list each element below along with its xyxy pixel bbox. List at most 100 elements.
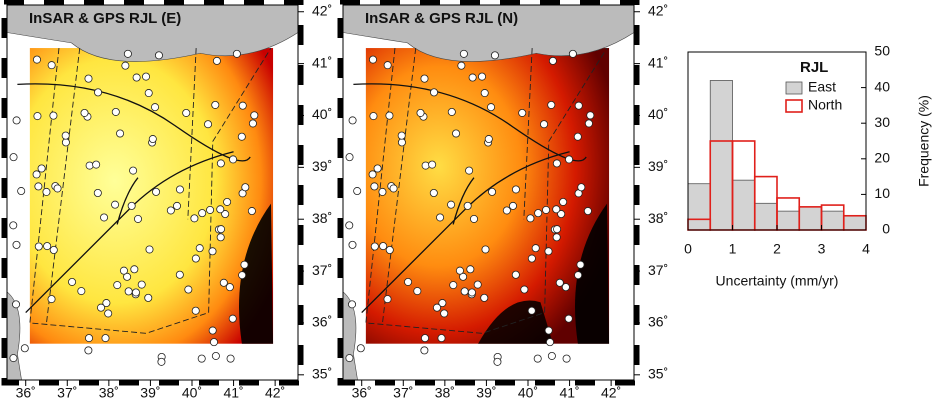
gps-station [574, 101, 583, 110]
y-tick-label: 40˚ [648, 106, 668, 122]
gps-station [221, 210, 230, 219]
gps-station [166, 206, 175, 215]
gps-station [345, 153, 354, 162]
y-tick-label: 40 [874, 78, 890, 94]
gps-station [449, 281, 458, 290]
x-tick-label: 41˚ [223, 385, 243, 401]
gps-station [540, 120, 549, 129]
gps-station [80, 108, 89, 117]
gps-station [154, 51, 163, 60]
gps-station [123, 49, 132, 58]
gps-station [531, 244, 540, 253]
y-tick-label: 42˚ [648, 2, 668, 18]
gps-station [481, 245, 490, 254]
gps-station [389, 184, 398, 193]
gps-station [428, 160, 437, 169]
gps-station [544, 326, 553, 335]
histogram-bar [754, 202, 778, 231]
y-axis-label: Frequency (%) [916, 95, 932, 187]
heat-field [365, 48, 610, 344]
gps-station [465, 166, 474, 175]
gps-station [34, 182, 43, 191]
gps-station [9, 221, 18, 230]
gps-station [130, 265, 139, 274]
y-tick-label: 40˚ [312, 106, 332, 122]
gps-station [96, 303, 105, 312]
histogram-bar [709, 80, 733, 231]
gps-station [212, 56, 221, 65]
gps-station [470, 214, 479, 223]
gps-station [142, 72, 151, 81]
gps-station [111, 200, 120, 209]
gps-station [487, 103, 496, 112]
gps-station [237, 132, 246, 141]
x-tick-label: 40˚ [518, 385, 538, 401]
gps-station [564, 314, 573, 323]
gps-station [447, 200, 456, 209]
gps-station [568, 49, 577, 58]
gps-station [480, 89, 489, 98]
y-tick-label: 10 [874, 185, 890, 201]
gps-station [348, 240, 357, 249]
gps-station [490, 51, 499, 60]
gps-station [534, 209, 543, 218]
gps-station [238, 271, 247, 280]
gps-station [484, 135, 493, 144]
gps-station [544, 247, 553, 256]
legend-label: North [808, 97, 842, 113]
gps-station [250, 111, 259, 120]
x-tick-label: 39˚ [476, 385, 496, 401]
gps-station [502, 206, 511, 215]
gps-station [17, 187, 26, 196]
y-tick-label: 38˚ [648, 210, 668, 226]
gps-station [527, 254, 536, 263]
sea [6, 4, 299, 62]
histogram-bar [687, 183, 711, 231]
gps-station [345, 354, 354, 363]
gps-station [12, 300, 21, 309]
y-tick-label: 0 [882, 221, 890, 237]
gps-station [348, 116, 357, 125]
y-tick-label: 30 [874, 114, 890, 130]
histogram-bar [821, 210, 845, 231]
gps-station [552, 205, 561, 214]
gps-station [429, 188, 438, 197]
gps-station [455, 266, 464, 275]
y-tick-label: 39˚ [312, 158, 332, 174]
gps-station [49, 246, 58, 255]
gps-station [248, 119, 257, 128]
gps-station [583, 207, 592, 216]
gps-station [216, 205, 225, 214]
y-tick-label: 35˚ [648, 366, 668, 382]
sea [342, 4, 635, 62]
gps-station [100, 213, 109, 222]
gps-station [459, 272, 468, 281]
y-tick-label: 37˚ [312, 262, 332, 278]
heat-field [29, 48, 274, 344]
gps-station [559, 197, 568, 206]
gps-station [573, 132, 582, 141]
gps-station [438, 299, 447, 308]
gps-station [345, 221, 354, 230]
gps-station [151, 103, 160, 112]
gps-station [47, 295, 56, 304]
gps-station [548, 56, 557, 65]
gps-station [467, 288, 476, 297]
gps-station [9, 153, 18, 162]
gps-station [241, 183, 250, 192]
gps-station [37, 164, 46, 173]
gps-station [101, 334, 110, 343]
gps-station [511, 270, 520, 279]
y-tick-label: 41˚ [312, 54, 332, 70]
gps-station [557, 210, 566, 219]
gps-station [488, 187, 497, 196]
y-tick-label: 35˚ [312, 366, 332, 382]
x-tick-label: 38˚ [99, 385, 119, 401]
x-tick-label: 3 [818, 241, 826, 257]
gps-station [421, 161, 430, 170]
x-tick-label: 0 [684, 241, 692, 257]
gps-station [32, 170, 41, 179]
gps-station [20, 344, 29, 353]
gps-station [553, 225, 562, 234]
gps-station [209, 338, 218, 347]
